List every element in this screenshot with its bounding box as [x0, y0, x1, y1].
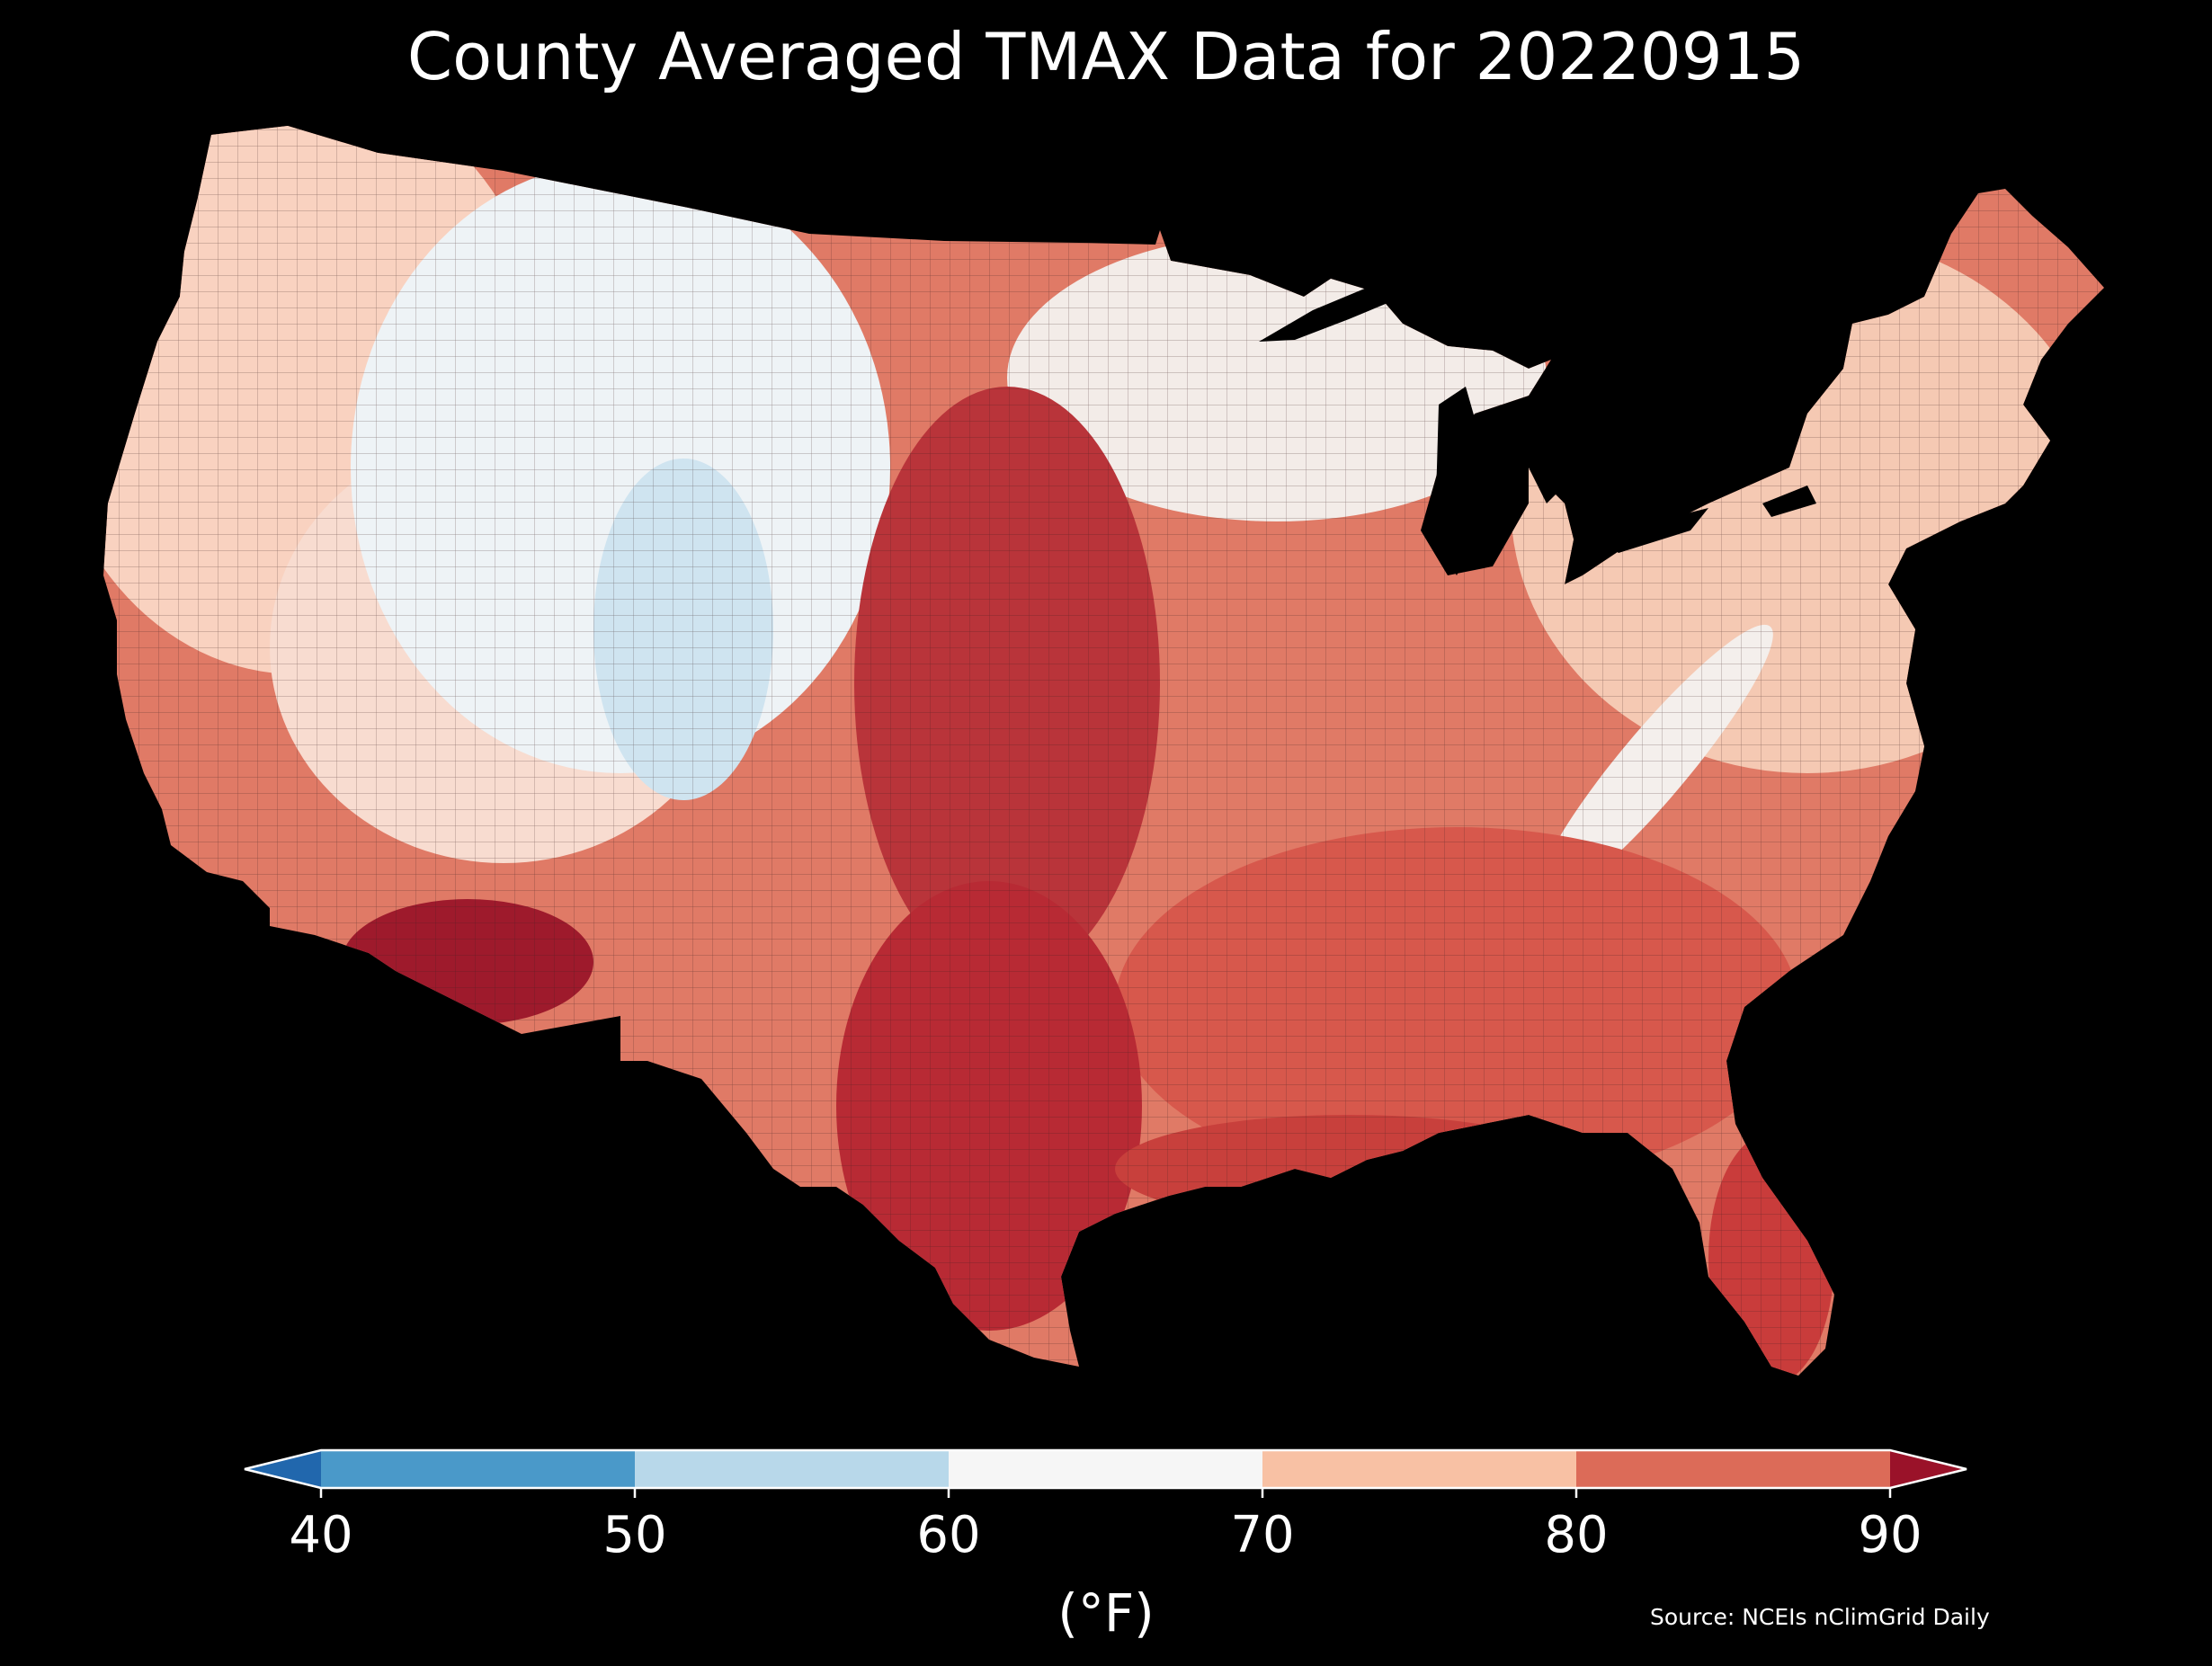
- colorbar-segment-80-90: [1576, 1450, 1890, 1488]
- colorbar-segment-60-70: [949, 1450, 1262, 1488]
- colorbar-tick-90: 90: [1858, 1506, 1922, 1564]
- colorbar-under-arrow: [245, 1450, 321, 1488]
- source-credit: Source: NCEIs nClimGrid Daily: [1650, 1604, 1990, 1630]
- colorbar-tick-70: 70: [1230, 1506, 1295, 1564]
- great-lakes: [1259, 288, 1816, 575]
- colorbar-segment-50-60: [635, 1450, 949, 1488]
- colorbar-over-arrow: [1890, 1450, 1967, 1488]
- colorbar-tick-50: 50: [602, 1506, 667, 1564]
- colorbar-tick-40: 40: [289, 1506, 353, 1564]
- map-title: County Averaged TMAX Data for 20220915: [406, 19, 1806, 94]
- colorbar-tick-60: 60: [916, 1506, 981, 1564]
- colorbar-segment-70-80: [1262, 1450, 1576, 1488]
- colorbar-ticks: [319, 1488, 1892, 1498]
- colorbar-tick-80: 80: [1544, 1506, 1609, 1564]
- colorbar-units-label: (°F): [1057, 1582, 1155, 1644]
- colorbar-segment-40-50: [321, 1450, 635, 1488]
